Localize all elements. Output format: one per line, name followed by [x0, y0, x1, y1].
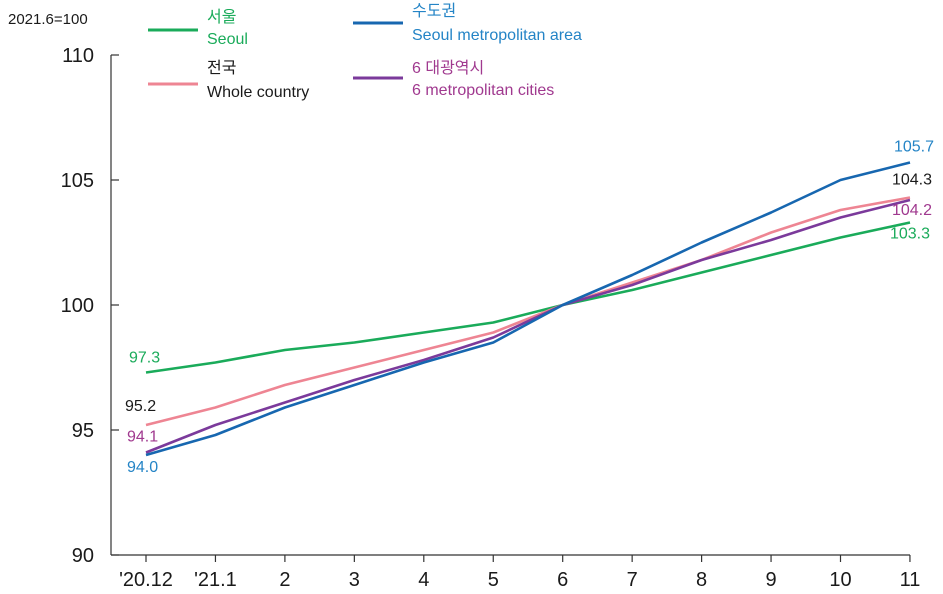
legend-label-seoul-en: Seoul — [207, 31, 248, 48]
data-label-capital-last: 105.7 — [894, 139, 934, 156]
series-line-seoul — [145, 221, 911, 374]
series-line-capital — [145, 161, 911, 457]
x-tick-label: 8 — [696, 569, 707, 591]
data-label-metro6-last: 104.2 — [892, 202, 932, 219]
x-tick-label: 6 — [557, 569, 568, 591]
y-tick-label: 100 — [61, 295, 94, 317]
legend-label-metro6-en: 6 metropolitan cities — [412, 82, 554, 99]
legend-label-metro6-ko: 6 대광역시 — [412, 59, 484, 77]
series-line-whole — [145, 196, 911, 427]
y-tick-label: 110 — [62, 45, 94, 67]
x-tick-label: 7 — [627, 569, 638, 591]
legend: 서울 Seoul 수도권 Seoul metropolitan area 전국 … — [148, 2, 582, 101]
x-tick-label: '21.1 — [194, 569, 237, 591]
data-label-whole-first: 95.2 — [125, 398, 156, 415]
legend-label-capital-en: Seoul metropolitan area — [412, 27, 582, 44]
series-line-metro6 — [145, 198, 911, 454]
data-label-whole-last: 104.3 — [892, 172, 932, 189]
series-lines — [145, 161, 911, 457]
legend-label-whole-en: Whole country — [207, 84, 309, 101]
legend-label-seoul-ko: 서울 — [207, 8, 236, 26]
legend-label-capital-ko: 수도권 — [412, 2, 456, 20]
x-tick-label: '20.12 — [119, 569, 173, 591]
axes: 90 95 100 105 110 '20.12 '21.1 2 3 4 5 6 7 8 9 10 11 — [61, 45, 921, 591]
y-tick-label: 90 — [72, 545, 94, 567]
x-tick-label: 10 — [829, 569, 851, 591]
data-labels: 97.3 103.3 94.0 105.7 95.2 104.3 94.1 104.2 — [125, 139, 934, 477]
y-tick-label: 95 — [72, 420, 94, 442]
x-tick-label: 9 — [765, 569, 776, 591]
x-tick-label: 4 — [418, 569, 429, 591]
x-tick-label: 11 — [900, 569, 921, 591]
x-tick-label: 2 — [279, 569, 290, 591]
legend-label-whole-ko: 전국 — [207, 59, 236, 77]
data-label-capital-first: 94.0 — [127, 459, 158, 476]
base-index-label: 2021.6=100 — [8, 11, 88, 28]
data-label-seoul-first: 97.3 — [129, 350, 160, 367]
x-tick-label: 5 — [488, 569, 499, 591]
data-label-metro6-first: 94.1 — [127, 429, 158, 446]
data-label-seoul-last: 103.3 — [890, 226, 930, 243]
y-tick-label: 105 — [61, 170, 94, 192]
x-tick-label: 3 — [349, 569, 360, 591]
